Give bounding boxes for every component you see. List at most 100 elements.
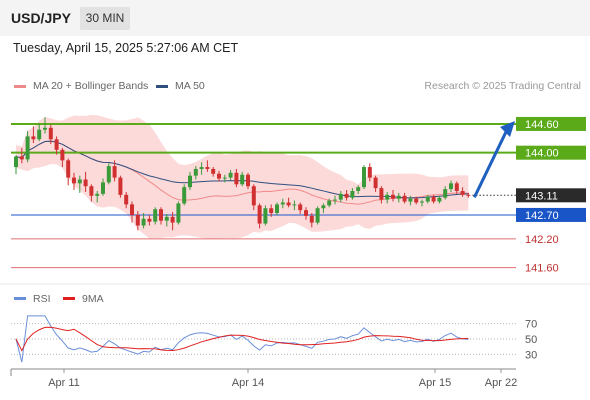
- candle-body: [83, 179, 88, 187]
- candle-body: [66, 160, 71, 178]
- level-label-144.60: 144.60: [525, 119, 559, 131]
- candle-body: [327, 200, 332, 206]
- candle-body: [37, 129, 42, 140]
- candle-body: [286, 202, 291, 206]
- candle-body: [437, 197, 442, 202]
- ma9-legend: 9MA: [82, 293, 104, 305]
- candle: [373, 175, 378, 192]
- x-tick-label: Apr 22: [485, 377, 517, 389]
- x-tick-label: Apr 15: [419, 377, 451, 389]
- candle: [141, 213, 146, 229]
- candle: [118, 175, 123, 198]
- x-tick-label: Apr 14: [232, 377, 264, 389]
- candle-body: [443, 189, 448, 198]
- candle-body: [124, 194, 129, 205]
- candle-body: [414, 198, 419, 203]
- candle: [420, 199, 424, 207]
- projection-arrow-shaft: [473, 131, 508, 198]
- candle: [83, 171, 88, 192]
- candle: [286, 197, 291, 208]
- candle-body: [466, 194, 471, 196]
- candle-body: [356, 187, 361, 191]
- candle-body: [379, 188, 384, 200]
- candle: [246, 172, 250, 190]
- candle-body: [280, 202, 285, 205]
- candle-body: [309, 215, 314, 223]
- candle: [402, 192, 407, 204]
- timestamp: Tuesday, April 15, 2025 5:27:06 AM CET: [13, 41, 239, 55]
- candle: [130, 201, 134, 223]
- candle: [431, 194, 436, 204]
- candle-body: [391, 194, 395, 199]
- projection-arrow-head: [500, 120, 515, 137]
- candle-body: [350, 191, 355, 198]
- candle-body: [269, 208, 274, 214]
- candle-body: [106, 166, 111, 183]
- level-label-143.11: 143.11: [525, 190, 558, 202]
- candle: [321, 203, 326, 214]
- candle: [437, 195, 442, 204]
- candle-body: [257, 205, 262, 224]
- candle: [188, 171, 192, 191]
- candle: [234, 168, 239, 188]
- candle: [460, 187, 465, 197]
- candle: [135, 211, 140, 231]
- candle: [60, 147, 65, 168]
- candle-body: [408, 198, 413, 202]
- rsi-ma9-line: [15, 326, 469, 352]
- candle-body: [60, 149, 65, 161]
- candle: [454, 181, 459, 194]
- candle-body: [14, 156, 18, 168]
- candle-body: [147, 218, 152, 222]
- copyright-text: Research © 2025 Trading Central: [424, 80, 581, 92]
- candle-body: [228, 172, 233, 178]
- ma50-swatch: [156, 85, 168, 88]
- candle: [315, 206, 320, 225]
- candle-body: [425, 196, 430, 202]
- candle-body: [454, 183, 459, 191]
- candle: [379, 186, 384, 204]
- level-label-141.60: 141.60: [525, 263, 559, 275]
- candle: [350, 188, 355, 200]
- candle: [170, 212, 175, 231]
- level-label-142.70: 142.70: [525, 210, 559, 222]
- candle: [275, 202, 279, 215]
- symbol-label: USD/JPY: [11, 10, 71, 26]
- candle-body: [176, 203, 181, 223]
- candle-body: [211, 168, 216, 174]
- candle: [222, 174, 227, 183]
- candle: [263, 205, 268, 226]
- timeframe-button[interactable]: 30 MIN: [80, 7, 130, 30]
- candle: [147, 214, 152, 226]
- candle: [106, 163, 111, 185]
- candle: [25, 131, 30, 163]
- level-label-box: [516, 207, 586, 222]
- rsi-tick-label: 70: [525, 319, 537, 331]
- candle-body: [48, 127, 53, 140]
- candle-body: [222, 177, 227, 179]
- candle: [31, 126, 36, 144]
- candle-body: [420, 201, 424, 203]
- candle: [396, 192, 401, 203]
- candle: [391, 190, 395, 202]
- candle: [217, 170, 221, 182]
- candle: [280, 198, 285, 209]
- x-tick-label: Apr 11: [48, 377, 80, 389]
- candle: [466, 192, 471, 198]
- candle: [19, 147, 24, 164]
- candle: [240, 171, 245, 187]
- candle-body: [54, 139, 59, 150]
- candle-body: [292, 204, 297, 206]
- candle-body: [333, 199, 337, 201]
- candle-body: [205, 167, 210, 169]
- candle: [89, 184, 94, 202]
- candle: [72, 172, 76, 191]
- candle: [338, 191, 343, 203]
- candle-body: [449, 183, 453, 190]
- candle-body: [43, 127, 47, 130]
- candle: [425, 194, 430, 204]
- candle-body: [373, 177, 378, 189]
- candle: [37, 122, 42, 142]
- rsi-tick-label: 30: [525, 349, 537, 361]
